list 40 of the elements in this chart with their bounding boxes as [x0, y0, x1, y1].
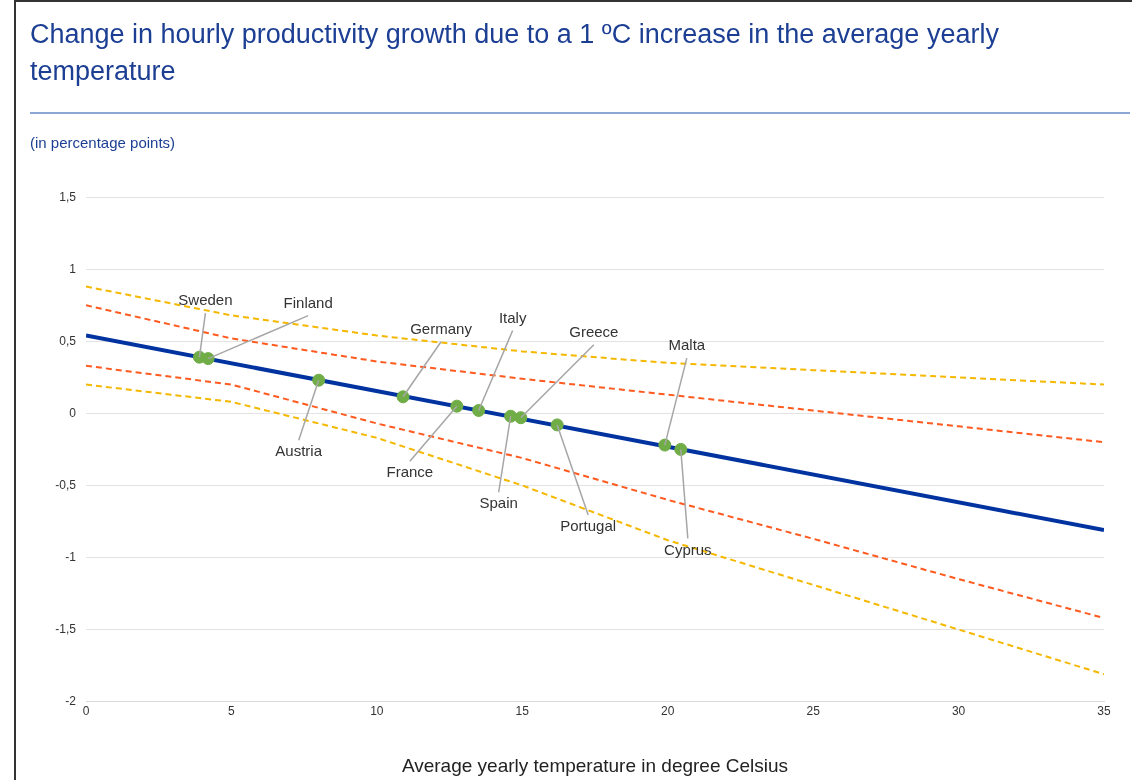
y-tick-label: 1,5 [59, 189, 77, 204]
x-tick-label: 0 [82, 704, 90, 719]
point [550, 418, 564, 432]
y-tick-label: -0,5 [55, 477, 77, 492]
chart-subtitle: (in percentage points) [30, 134, 176, 151]
point [312, 373, 326, 387]
point [201, 352, 215, 366]
annotation: Malta [668, 336, 706, 354]
y-tick-label: 0 [69, 405, 77, 420]
chart-title: Change in hourly productivity growth due to a 1 ºC increase in the average yearly temperature [30, 18, 1000, 88]
annotation: France [386, 463, 434, 481]
annotation: Italy [498, 308, 527, 326]
annotation: Spain [479, 494, 518, 512]
annotation: Austria [275, 442, 323, 460]
y-tick-label: -2 [65, 693, 77, 708]
x-axis-title: Average yearly temperature in degree Celsius [400, 755, 790, 777]
x-tick-label: 15 [515, 704, 530, 719]
y-tick-label: 1 [69, 261, 77, 276]
y-tick-label: -1,5 [55, 621, 77, 636]
x-tick-label: 20 [661, 704, 675, 719]
y-tick-label: 0,5 [59, 333, 77, 348]
annotation: Germany [410, 319, 473, 337]
annotation: Greece [569, 322, 619, 340]
point [396, 390, 410, 404]
x-tick-label: 35 [1097, 704, 1111, 719]
annotation: Finland [283, 293, 333, 311]
line-series [86, 285, 1104, 386]
annotation: Portugal [560, 517, 617, 535]
annotation: Cyprus [664, 540, 712, 558]
x-tick-label: 25 [806, 704, 821, 719]
x-tick-label: 10 [370, 704, 384, 719]
point [472, 403, 486, 417]
point [658, 438, 672, 452]
x-tick-label: 5 [228, 704, 236, 719]
point [450, 399, 464, 413]
point [514, 411, 528, 425]
x-tick-label: 30 [951, 704, 966, 719]
annotation: Sweden [178, 291, 233, 309]
y-tick-label: -1 [65, 549, 77, 564]
line-series [86, 383, 1104, 676]
